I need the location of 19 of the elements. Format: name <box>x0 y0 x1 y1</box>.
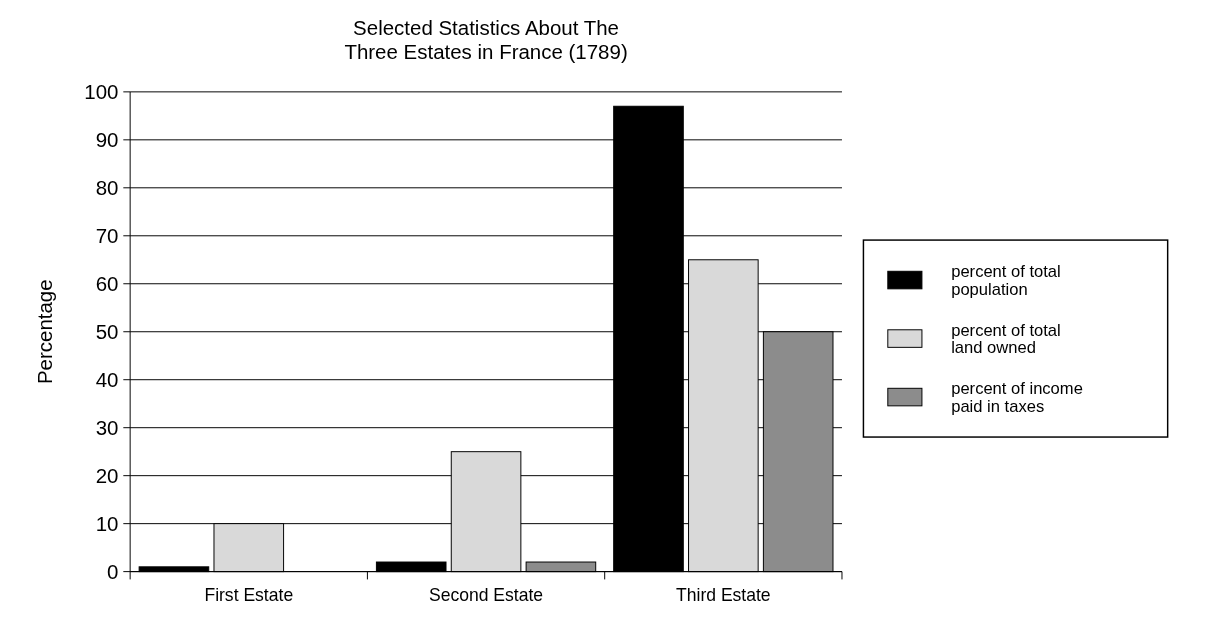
y-tick-label: 60 <box>95 271 119 295</box>
y-tick-label: 80 <box>95 175 119 199</box>
y-tick-label: 40 <box>95 367 119 391</box>
y-tick-label: 0 <box>107 559 119 583</box>
legend-label: percent of total population <box>951 262 1061 299</box>
y-tick-label: 10 <box>95 511 119 535</box>
chart-title: Selected Statistics About The Three Estates in France (1789) <box>344 16 628 63</box>
y-tick-label: 50 <box>95 319 119 343</box>
y-tick-label: 90 <box>95 128 119 151</box>
y-tick-label: 100 <box>84 80 119 104</box>
x-tick-label: Third Estate <box>676 584 771 605</box>
x-tick-label: Second Estate <box>428 584 544 605</box>
x-tick-label: First Estate <box>204 584 294 605</box>
y-tick-label: 20 <box>95 463 119 487</box>
y-tick-label: 70 <box>95 223 119 247</box>
y-axis-title: Percentage <box>33 279 57 385</box>
legend-label: percent of total land owned <box>951 320 1061 358</box>
y-tick-label: 30 <box>95 415 119 439</box>
legend-label: percent of income paid in taxes <box>951 379 1083 416</box>
